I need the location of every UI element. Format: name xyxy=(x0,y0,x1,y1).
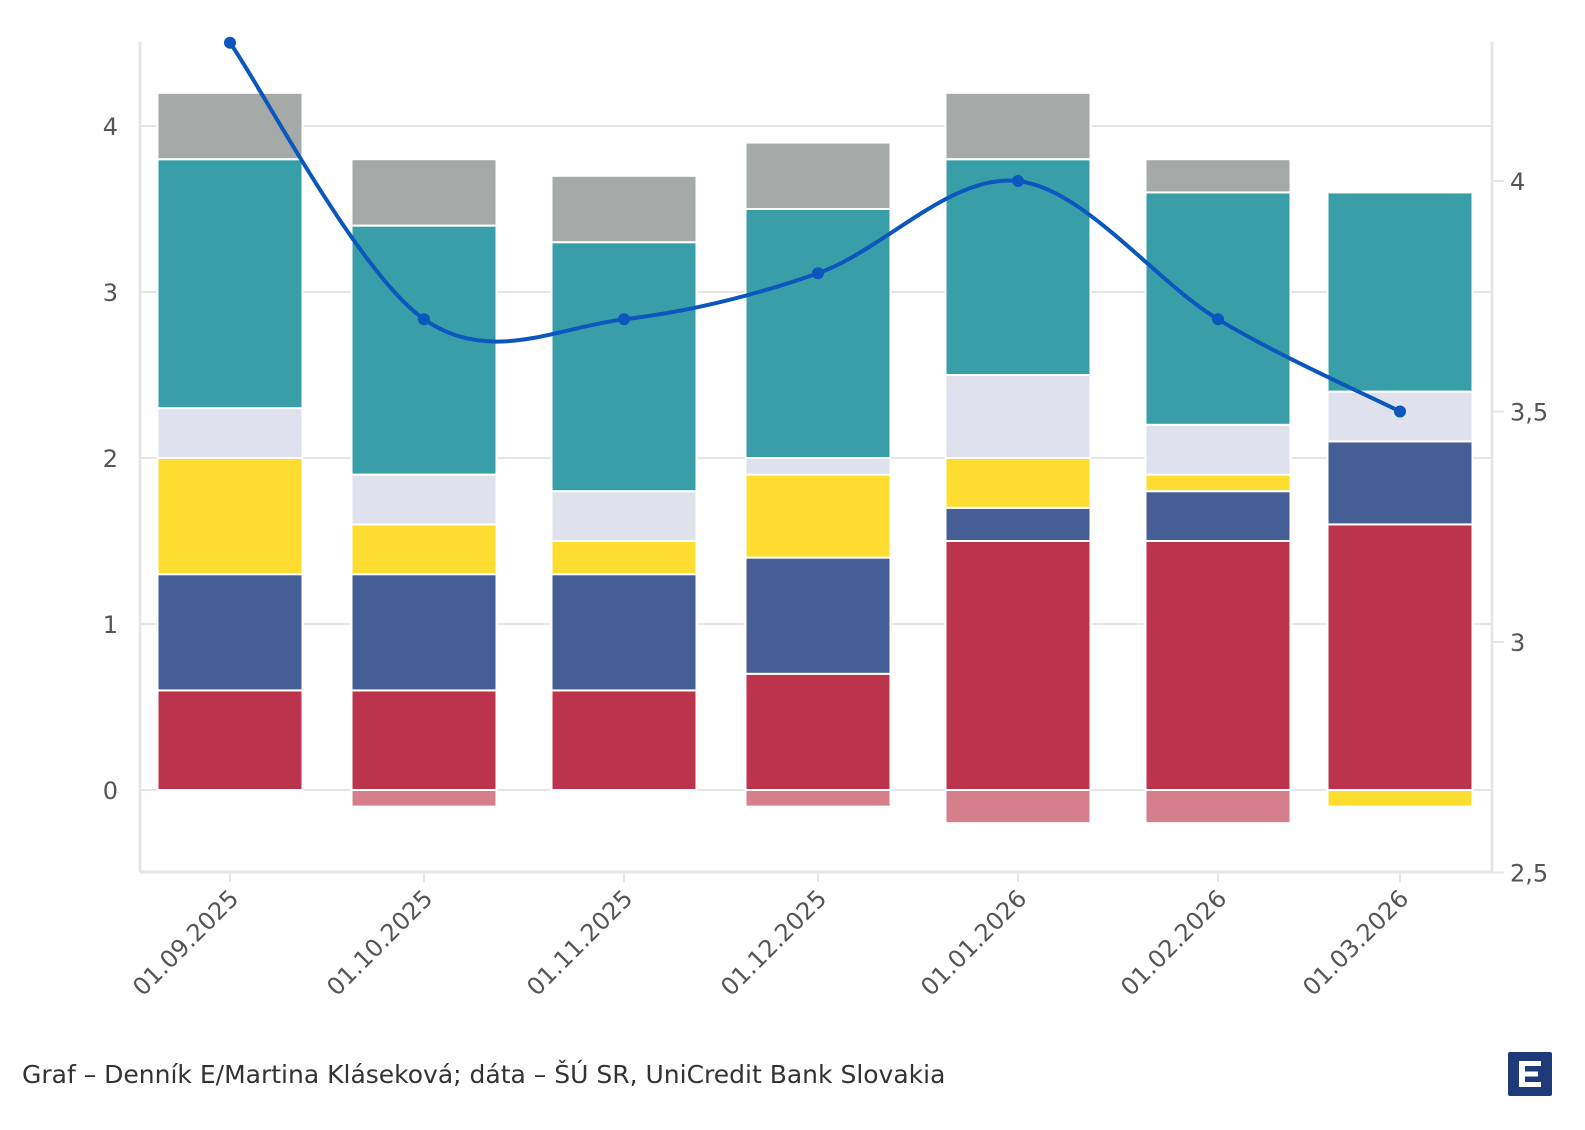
bar-series-3-01.10.2025 xyxy=(350,523,498,576)
right-axis-ticks: 2,5 3 3,5 4 xyxy=(1510,168,1548,888)
left-tick-label: 1 xyxy=(103,611,118,639)
bar-series-4-01.09.2025 xyxy=(156,407,304,460)
bar-series-6-01.09.2025 xyxy=(156,91,304,161)
bar-series-4-01.02.2026 xyxy=(1144,423,1292,476)
bar-series-3-01.09.2025 xyxy=(156,457,304,576)
bar-series-2-01.02.2026 xyxy=(1144,490,1292,543)
x-tick-label: 01.02.2026 xyxy=(1115,884,1232,1001)
right-tick-label: 3,5 xyxy=(1510,399,1548,427)
left-tick-label: 0 xyxy=(103,777,118,805)
bar-series-2-01.09.2025 xyxy=(156,573,304,692)
left-tick-label: 2 xyxy=(103,445,118,473)
bar-series-4-01.01.2026 xyxy=(944,374,1092,459)
bar-series-1-01.02.2026 xyxy=(1144,540,1292,791)
line-point-01.09.2025 xyxy=(224,36,236,49)
bar-series-1-01.01.2026 xyxy=(944,540,1092,791)
bar-series-4-01.11.2025 xyxy=(550,490,698,543)
line-point-01.12.2025 xyxy=(812,267,824,280)
x-tick-label: 01.12.2025 xyxy=(715,884,832,1001)
bar-series-4-01.12.2025 xyxy=(744,457,892,476)
bar-neg-red-01.02.2026 xyxy=(1144,789,1292,825)
bar-series-1-01.12.2025 xyxy=(744,672,892,791)
bar-series-1-01.11.2025 xyxy=(550,689,698,792)
line-point-01.10.2025 xyxy=(418,313,430,326)
bar-series-6-01.10.2025 xyxy=(350,158,498,227)
bar-series-6-01.01.2026 xyxy=(944,91,1092,161)
bar-series-3-01.01.2026 xyxy=(944,457,1092,509)
bar-series-4-01.10.2025 xyxy=(350,473,498,526)
bar-series-5-01.01.2026 xyxy=(944,158,1092,376)
right-tick-label: 2,5 xyxy=(1510,860,1548,888)
bar-series-2-01.01.2026 xyxy=(944,506,1092,542)
bar-series-6-01.12.2025 xyxy=(744,141,892,211)
x-tick-label: 01.09.2025 xyxy=(127,884,244,1001)
bar-series-5-01.02.2026 xyxy=(1144,191,1292,426)
bar-series-6-01.02.2026 xyxy=(1144,158,1292,194)
bar-series-1-01.03.2026 xyxy=(1326,523,1474,792)
e-logo-icon xyxy=(1519,1061,1541,1087)
bar-neg-red-01.10.2025 xyxy=(350,789,498,808)
bar-series-3-01.02.2026 xyxy=(1144,473,1292,493)
chart-credit: Graf – Denník E/Martina Kláseková; dáta … xyxy=(22,1060,946,1089)
axes xyxy=(138,42,1504,882)
right-tick-label: 4 xyxy=(1510,168,1525,196)
bar-series-5-01.11.2025 xyxy=(550,241,698,493)
left-axis-ticks: 0 1 2 3 4 xyxy=(103,113,118,805)
bar-series-2-01.12.2025 xyxy=(744,556,892,675)
line-layer xyxy=(224,36,1406,418)
bar-series-3-01.11.2025 xyxy=(550,540,698,576)
bar-series-2-01.11.2025 xyxy=(550,573,698,692)
brand-logo xyxy=(1508,1052,1552,1096)
bar-series-2-01.03.2026 xyxy=(1326,440,1474,526)
right-tick-label: 3 xyxy=(1510,629,1525,657)
x-tick-label: 01.11.2025 xyxy=(521,884,638,1001)
bar-neg-red-01.12.2025 xyxy=(744,789,892,808)
bar-series-1-01.09.2025 xyxy=(156,689,304,792)
bar-series-1-01.10.2025 xyxy=(350,689,498,792)
bar-series-3-01.12.2025 xyxy=(744,473,892,559)
x-tick-label: 01.10.2025 xyxy=(321,884,438,1001)
bar-series-5-01.10.2025 xyxy=(350,224,498,476)
bar-neg-yellow-01.03.2026 xyxy=(1326,789,1474,808)
left-tick-label: 3 xyxy=(103,279,118,307)
x-tick-label: 01.01.2026 xyxy=(915,884,1032,1001)
x-tick-label: 01.03.2026 xyxy=(1297,884,1414,1001)
line-point-01.03.2026 xyxy=(1394,405,1406,418)
bar-series-2-01.10.2025 xyxy=(350,573,498,692)
bar-neg-red-01.01.2026 xyxy=(944,789,1092,825)
bar-series-6-01.11.2025 xyxy=(550,174,698,244)
left-tick-label: 4 xyxy=(103,113,118,141)
bars xyxy=(156,91,1474,825)
bar-series-5-01.09.2025 xyxy=(156,158,304,410)
x-axis-ticks: 01.09.2025 01.10.2025 01.11.2025 01.12.2025… xyxy=(127,884,1414,1001)
line-point-01.01.2026 xyxy=(1012,175,1024,187)
line-point-01.02.2026 xyxy=(1212,313,1224,326)
bar-series-5-01.03.2026 xyxy=(1326,191,1474,393)
line-point-01.11.2025 xyxy=(618,313,630,326)
